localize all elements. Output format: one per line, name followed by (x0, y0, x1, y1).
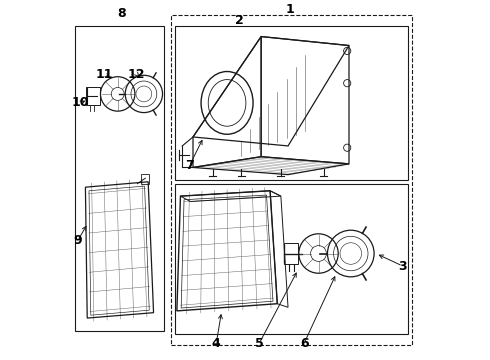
Text: 7: 7 (185, 159, 194, 172)
Text: 9: 9 (73, 234, 82, 247)
Bar (141, 174, 149, 184)
Text: 6: 6 (300, 337, 309, 350)
Text: 3: 3 (398, 260, 407, 273)
Text: 1: 1 (286, 3, 294, 16)
Bar (87, 87, 100, 105)
Text: 12: 12 (128, 68, 146, 81)
Text: 10: 10 (72, 96, 90, 109)
Bar (172, 15, 412, 345)
Text: 11: 11 (96, 68, 113, 81)
Bar (74, 26, 164, 330)
Text: 2: 2 (235, 14, 244, 27)
Bar (175, 26, 408, 180)
Text: 4: 4 (212, 337, 220, 350)
Text: 8: 8 (117, 7, 125, 20)
Text: 5: 5 (255, 337, 264, 350)
Bar (285, 243, 298, 264)
Bar (175, 184, 408, 334)
